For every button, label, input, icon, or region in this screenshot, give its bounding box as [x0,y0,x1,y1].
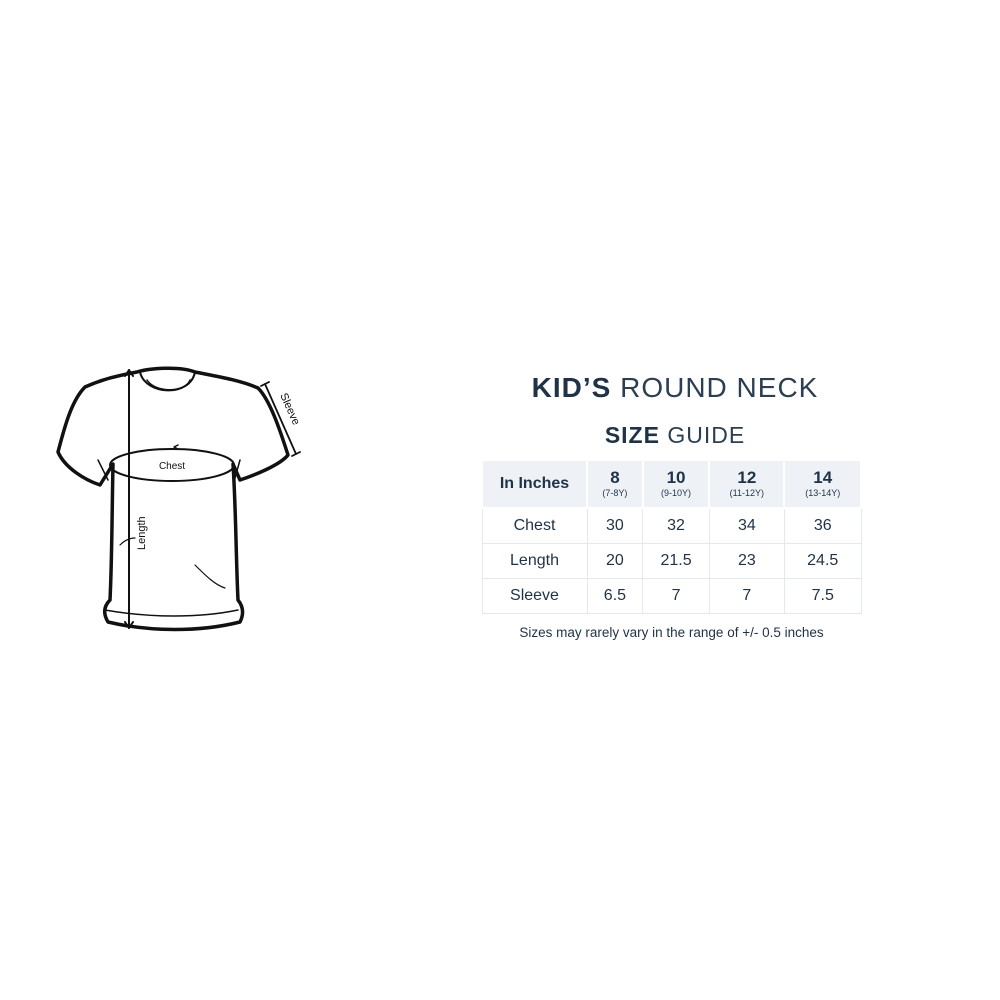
row-label: Chest [481,507,588,544]
table-cell: 7.5 [783,578,862,614]
chest-measure-ellipse [109,448,235,482]
column-header: 10 (9-10Y) [641,459,711,509]
row-label: Length [481,543,588,579]
table-cell: 36 [783,507,862,544]
age-label: (7-8Y) [602,488,628,498]
column-header: 12 (11-12Y) [708,459,786,509]
table-row: Chest 30 32 34 36 [481,507,862,544]
table-cell: 34 [708,507,785,544]
subtitle-bold: SIZE [604,422,660,448]
shirt-outline [56,366,290,632]
size-label: 14 [813,468,833,487]
table-cell: 30 [586,507,644,544]
size-label: 8 [610,468,620,487]
table-row: Sleeve 6.5 7 7 7.5 [481,578,862,614]
chest-label: Chest [159,461,185,472]
column-header: 14 (13-14Y) [783,459,862,509]
page-title: KID’S ROUND NECK [480,372,870,404]
size-variance-note: Sizes may rarely vary in the range of +/… [519,625,824,640]
table-cell: 23 [708,543,785,579]
table-header-row: In Inches 8 (7-8Y) 10 (9-10Y) 12 (11-12Y) 1… [481,459,862,509]
table-cell: 7 [642,578,710,614]
column-header: 8 (7-8Y) [586,459,644,509]
table-cell: 7 [708,578,785,614]
size-label: 10 [666,468,686,487]
row-label: Sleeve [481,578,588,614]
size-table: In Inches 8 (7-8Y) 10 (9-10Y) 12 (11-12Y) 1… [481,459,862,614]
subtitle-light: GUIDE [667,422,746,448]
table-row: Length 20 21.5 23 24.5 [481,543,862,579]
age-label: (9-10Y) [661,488,692,498]
table-cell: 32 [642,507,710,544]
age-label: (13-14Y) [805,488,841,498]
length-label: Length [136,516,148,550]
table-cell: 20 [586,543,644,579]
title-bold: KID’S [531,372,612,403]
table-cell: 24.5 [783,543,862,579]
tshirt-measurement-diagram: Chest Length Sleeve [56,366,302,632]
chest-arrow-icon [173,444,179,450]
sleeve-measure-line [264,383,297,455]
page-subtitle: SIZE GUIDE [480,422,870,449]
corner-header: In Inches [481,459,588,509]
table-cell: 6.5 [586,578,644,614]
size-label: 12 [737,468,757,487]
title-light: ROUND NECK [620,372,819,403]
table-cell: 21.5 [642,543,710,579]
age-label: (11-12Y) [729,488,765,498]
